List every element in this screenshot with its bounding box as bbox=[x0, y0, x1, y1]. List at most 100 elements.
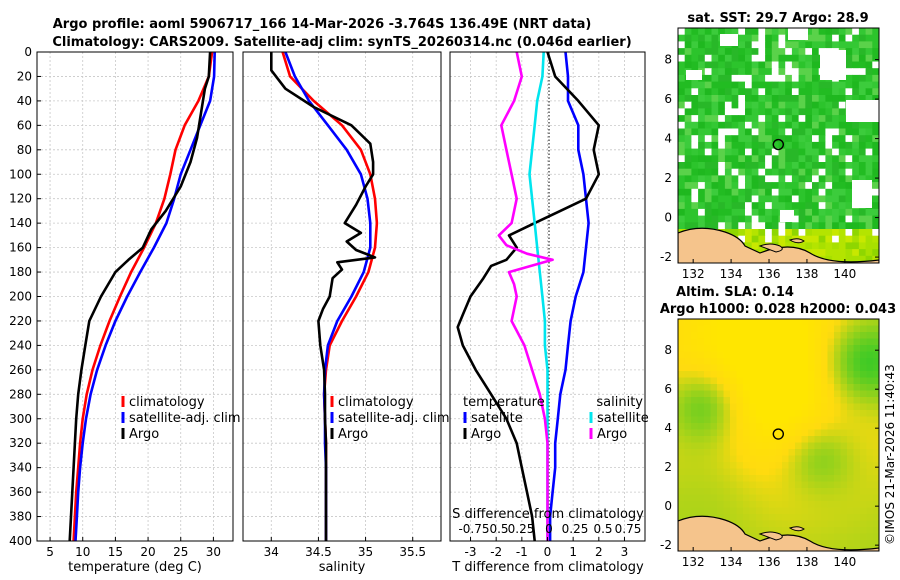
sla-cell bbox=[782, 527, 789, 534]
sst-cell bbox=[724, 195, 733, 203]
sla-cell bbox=[756, 436, 763, 443]
sst-cell bbox=[745, 121, 753, 129]
sst-cell bbox=[785, 88, 793, 96]
sla-cell bbox=[788, 371, 796, 378]
sst-cell bbox=[785, 115, 793, 123]
sla-cell bbox=[866, 371, 874, 378]
sla-cell bbox=[788, 397, 796, 404]
sla-cell bbox=[866, 540, 874, 547]
sla-cell bbox=[756, 384, 763, 391]
sst-cell bbox=[798, 188, 806, 196]
sla-cell bbox=[697, 423, 705, 430]
sst-cell bbox=[724, 141, 733, 150]
sst-cell bbox=[684, 188, 692, 196]
sst-cell bbox=[858, 208, 867, 217]
sst-cell bbox=[778, 128, 786, 136]
sst-cell bbox=[798, 141, 806, 150]
sst-cell bbox=[771, 28, 779, 36]
sla-cell bbox=[827, 494, 835, 502]
sla-cell bbox=[749, 371, 757, 378]
sla-cell bbox=[866, 351, 874, 359]
sla-cell bbox=[710, 429, 718, 437]
sla-cell bbox=[762, 488, 770, 495]
sst-cell bbox=[872, 262, 879, 263]
sla-cell bbox=[769, 455, 776, 463]
sla-cell bbox=[801, 462, 809, 469]
sst-cell bbox=[771, 135, 779, 143]
sst-cell bbox=[865, 208, 873, 217]
sst-cell bbox=[678, 81, 686, 89]
sla-cell bbox=[860, 501, 867, 508]
sst-cell bbox=[738, 48, 746, 56]
sst-cell bbox=[852, 235, 860, 243]
sla-cell bbox=[860, 514, 867, 521]
sst-cell bbox=[852, 61, 860, 69]
sst-cell bbox=[825, 148, 833, 156]
sst-cell bbox=[758, 101, 766, 109]
sla-cell bbox=[710, 397, 718, 404]
sst-cell bbox=[791, 195, 800, 203]
sst-cell bbox=[832, 141, 840, 150]
sla-cell bbox=[717, 449, 724, 456]
sla-cell bbox=[723, 358, 731, 365]
sla-cell bbox=[873, 436, 879, 443]
sst-cell bbox=[832, 155, 840, 163]
sst-cell bbox=[858, 222, 867, 230]
sla-cell bbox=[782, 514, 789, 521]
sla-cell bbox=[834, 384, 841, 391]
sla-cell bbox=[801, 364, 809, 372]
sla-cell bbox=[691, 488, 698, 495]
sst-cell bbox=[879, 142, 886, 149]
sst-cell bbox=[865, 121, 873, 129]
sla-cell bbox=[788, 351, 796, 359]
sst-cell bbox=[745, 155, 753, 163]
sla-cell bbox=[749, 481, 757, 489]
sla-cell bbox=[873, 520, 879, 528]
sla-cell bbox=[736, 416, 744, 424]
sla-cell bbox=[704, 351, 711, 359]
sla-cell bbox=[782, 377, 789, 385]
sla-cell bbox=[834, 364, 841, 372]
sla-cell bbox=[853, 358, 861, 365]
sla-cell bbox=[860, 338, 867, 346]
sla-cell bbox=[749, 332, 757, 339]
sst-cell bbox=[724, 175, 733, 183]
sla-cell bbox=[840, 494, 848, 502]
sst-cell bbox=[718, 101, 726, 109]
sla-cell bbox=[756, 449, 763, 456]
sla-cell bbox=[723, 371, 731, 378]
sst-cell bbox=[724, 74, 733, 83]
sla-cell bbox=[860, 468, 867, 476]
sla-cell bbox=[775, 410, 783, 417]
sst-cell bbox=[758, 28, 766, 36]
sla-cell bbox=[762, 371, 770, 378]
depth-tick-label: 40 bbox=[17, 94, 32, 108]
sst-cell bbox=[778, 135, 786, 143]
sst-cell bbox=[778, 101, 786, 109]
sst-cell bbox=[838, 255, 846, 263]
sst-cell bbox=[724, 115, 733, 123]
difference-xtick-label: -1 bbox=[516, 545, 528, 559]
sst-cell bbox=[691, 208, 699, 217]
sla-cell bbox=[723, 390, 731, 398]
sst-cell bbox=[865, 28, 873, 36]
sla-cell bbox=[756, 481, 763, 489]
sla-cell bbox=[723, 319, 731, 326]
sla-cell bbox=[775, 377, 783, 385]
sst-cell bbox=[791, 101, 800, 109]
sst-cell bbox=[704, 68, 712, 76]
sst-cell bbox=[691, 108, 699, 116]
sst-cell bbox=[778, 175, 786, 183]
sla-cell bbox=[730, 429, 737, 437]
sst-cell bbox=[778, 81, 786, 89]
sst-map-xtick-label: 132 bbox=[682, 267, 705, 281]
sla-cell bbox=[814, 442, 822, 450]
sst-cell bbox=[678, 175, 686, 183]
sst-cell bbox=[812, 162, 820, 170]
sla-cell bbox=[827, 397, 835, 404]
sla-cell bbox=[723, 410, 731, 417]
sla-cell bbox=[795, 397, 802, 404]
temperature-panel: 0204060801001201401601802002202402602803… bbox=[9, 45, 241, 575]
sst-cell bbox=[731, 135, 739, 143]
sst-cell bbox=[825, 101, 833, 109]
